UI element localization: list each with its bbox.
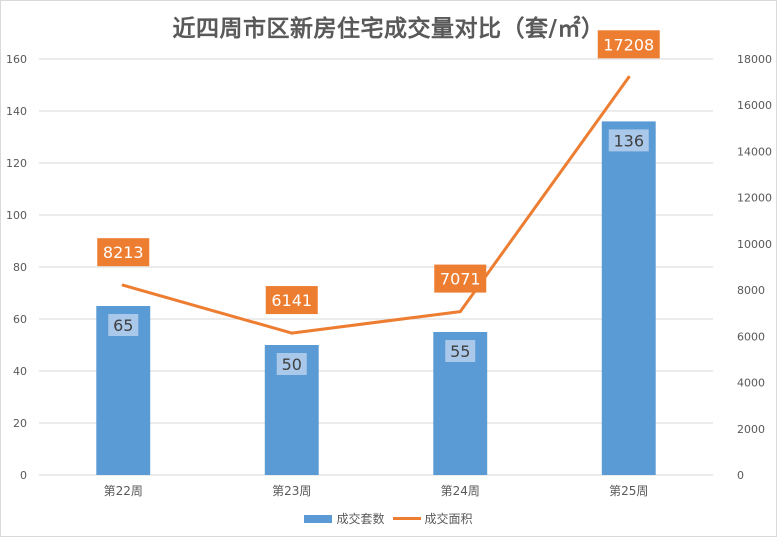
x-tick-label: 第23周 [272, 484, 311, 498]
line-point [121, 283, 125, 287]
line-label-bg [597, 30, 660, 59]
y-left-tick-label: 0 [20, 469, 27, 482]
y-right-tick-label: 16000 [737, 99, 772, 112]
y-right-tick-label: 12000 [737, 192, 772, 205]
bar-data-label: 65 [113, 316, 133, 335]
line-label-bg [265, 286, 318, 315]
legend-item-bar: 成交套数 [304, 510, 385, 527]
line-label-bg [97, 238, 150, 267]
bar-label-bg [276, 353, 307, 375]
y-right-tick-label: 18000 [737, 53, 772, 66]
y-right-tick-label: 0 [737, 469, 744, 482]
legend-item-line: 成交面积 [392, 510, 473, 527]
y-left-tick-label: 140 [6, 105, 27, 118]
y-left-tick-label: 80 [13, 261, 27, 274]
line-data-label: 17208 [603, 35, 654, 54]
bar-data-label: 55 [450, 342, 470, 361]
y-left-tick-label: 20 [13, 417, 27, 430]
line-data-label: 8213 [103, 243, 144, 262]
chart-legend: 成交套数 成交面积 [1, 510, 776, 527]
line-data-label: 7071 [440, 270, 481, 289]
bar [601, 121, 656, 476]
y-right-tick-label: 14000 [737, 145, 772, 158]
bar-data-label: 136 [613, 131, 644, 150]
x-tick-label: 第24周 [441, 484, 480, 498]
y-left-tick-label: 40 [13, 365, 27, 378]
bar-label-bg [608, 129, 649, 152]
line-point [627, 75, 631, 79]
y-left-tick-label: 100 [6, 209, 27, 222]
legend-label-line: 成交面积 [424, 512, 473, 526]
line-point [290, 331, 294, 335]
y-right-tick-label: 6000 [737, 330, 765, 343]
x-tick-label: 第22周 [104, 484, 143, 498]
y-left-tick-label: 120 [6, 157, 27, 170]
chart-title: 近四周市区新房住宅成交量对比（套/㎡） [172, 16, 605, 42]
line-label-bg [434, 264, 487, 293]
y-left-tick-label: 160 [6, 53, 27, 66]
y-left-tick-label: 60 [13, 313, 27, 326]
line-point [458, 310, 462, 314]
bar-data-label: 50 [282, 355, 302, 374]
legend-label-bar: 成交套数 [336, 512, 385, 526]
legend-swatch-bar [304, 514, 333, 523]
y-right-tick-label: 4000 [737, 377, 765, 390]
y-right-tick-label: 2000 [737, 423, 765, 436]
line-series [121, 75, 631, 335]
y-right-tick-label: 10000 [737, 238, 772, 251]
line-data-label: 6141 [271, 291, 312, 310]
bar-label-bg [108, 314, 139, 336]
y-right-tick-label: 8000 [737, 284, 765, 297]
legend-swatch-line [392, 517, 421, 520]
x-tick-label: 第25周 [609, 484, 648, 498]
bar-label-bg [445, 340, 476, 362]
